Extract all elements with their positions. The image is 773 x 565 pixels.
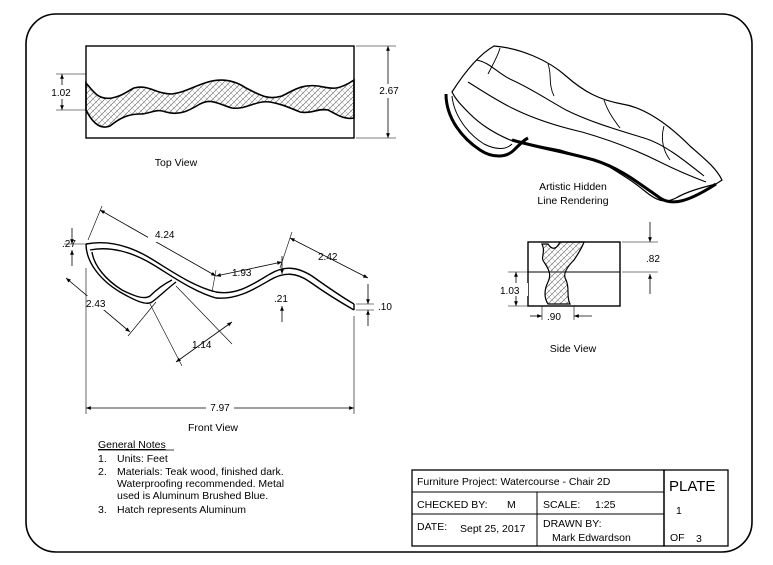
dim-side-width: .90 <box>547 312 561 323</box>
ext-line <box>87 205 103 241</box>
plate-number: 1 <box>676 505 682 517</box>
ext-line <box>127 301 157 337</box>
notes-heading: General Notes <box>98 439 166 451</box>
dim-label-bg <box>84 296 110 310</box>
iso-front-loop-inner <box>451 95 513 149</box>
note-1-number: 1. <box>98 453 107 465</box>
checked-by-value: M <box>507 499 516 511</box>
checked-by-label: CHECKED BY: <box>417 499 488 511</box>
dim-label-bg <box>44 85 78 99</box>
date-value: Sept 25, 2017 <box>460 523 526 535</box>
scale-value: 1:25 <box>595 499 616 511</box>
ext-line <box>211 269 217 293</box>
dim-side-upper: .82 <box>646 254 660 265</box>
side-view-caption: Side View <box>550 343 597 355</box>
dim-front-top-length: 4.24 <box>155 230 175 241</box>
top-view: 1.02 2.67 Top View <box>44 45 402 169</box>
dim-label-bg <box>498 283 528 296</box>
title-block: Furniture Project: Watercourse - Chair 2… <box>411 469 729 547</box>
of-total: 3 <box>696 533 702 545</box>
dim-front-tail-thickness: .10 <box>378 302 392 313</box>
dim-front-lower-span: 1.14 <box>192 340 212 351</box>
plate-label: PLATE <box>669 478 715 495</box>
top-view-caption: Top View <box>155 157 198 169</box>
front-view-seat-loop-inner <box>91 251 173 299</box>
dim-front-mid-span: 1.93 <box>232 268 252 279</box>
ext-line <box>149 303 183 367</box>
note-2-number: 2. <box>98 466 107 478</box>
dim-top-right: 2.67 <box>379 86 399 97</box>
scale-label: SCALE: <box>543 499 580 511</box>
front-view-seat-loop <box>85 243 177 304</box>
front-view-profile-inner <box>89 248 355 311</box>
dim-line <box>99 209 217 277</box>
note-3-line-1: Hatch represents Aluminum <box>117 504 246 516</box>
note-2-line-2: Waterproofing recommended. Metal <box>117 478 284 490</box>
note-2-line-3: used is Aluminum Brushed Blue. <box>117 490 268 502</box>
dim-front-overall-length: 7.97 <box>210 403 230 414</box>
drawn-by-label: DRAWN BY: <box>543 518 602 530</box>
ext-line <box>175 285 233 345</box>
dim-label-bg <box>376 84 402 98</box>
side-view: .82 1.03 .90 Side View <box>498 222 660 355</box>
plate-box <box>663 469 729 547</box>
note-1-line-1: Units: Feet <box>117 453 168 465</box>
dim-line <box>215 261 283 277</box>
general-notes: General Notes 1. Units: Feet 2. Material… <box>98 439 284 516</box>
drawn-by-value: Mark Edwardson <box>552 532 631 544</box>
front-view-caption: Front View <box>188 422 238 434</box>
dim-label-bg <box>148 228 174 242</box>
date-label: DATE: <box>417 521 447 533</box>
side-view-hatched-profile <box>541 241 585 305</box>
note-3-number: 3. <box>98 504 107 516</box>
dim-front-crest-height: .21 <box>274 294 288 305</box>
dim-label-bg <box>206 401 234 414</box>
iso-hidden-line <box>487 47 671 161</box>
dim-line <box>175 321 233 363</box>
isometric-view: Artistic Hidden Line Rendering <box>444 45 723 207</box>
of-label: OF <box>670 532 685 544</box>
sheet-border <box>25 13 753 553</box>
iso-caption-line1: Artistic Hidden <box>539 181 607 193</box>
dim-side-lower: 1.03 <box>500 286 520 297</box>
dim-line <box>289 237 369 279</box>
iso-caption-line2: Line Rendering <box>537 195 608 207</box>
iso-bottom-edge <box>511 138 717 204</box>
project-title: Furniture Project: Watercourse - Chair 2… <box>417 476 611 488</box>
iso-surface <box>451 45 723 202</box>
dim-front-top-thickness: .27 <box>62 239 76 250</box>
dim-front-right-span: 2.42 <box>318 252 338 263</box>
dim-top-left: 1.02 <box>51 88 71 99</box>
note-2-line-1: Materials: Teak wood, finished dark. <box>117 466 284 478</box>
iso-hidden-line <box>467 81 707 183</box>
dim-front-left-span: 2.43 <box>86 299 106 310</box>
top-view-hatched-profile <box>85 78 355 128</box>
front-view: .27 4.24 1.93 2.42 .21 .10 2.43 1.1 <box>62 205 392 434</box>
